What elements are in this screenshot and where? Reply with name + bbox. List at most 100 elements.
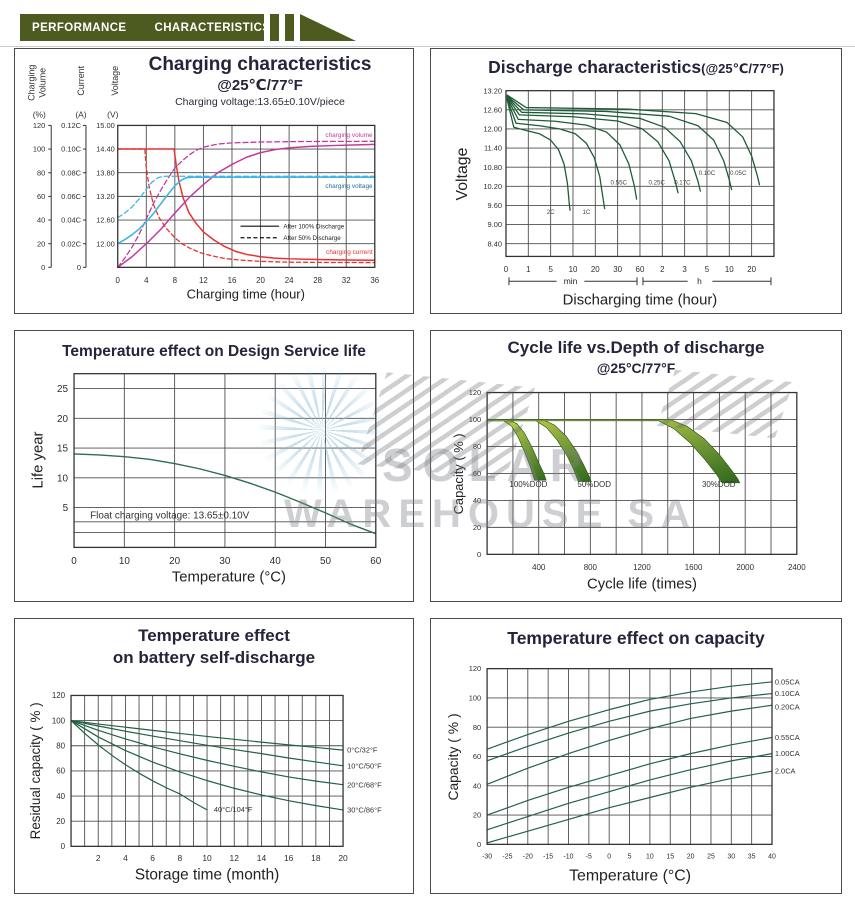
svg-text:0.20CA: 0.20CA <box>775 702 800 711</box>
svg-text:-5: -5 <box>586 854 592 861</box>
svg-text:1200: 1200 <box>633 563 651 572</box>
svg-text:400: 400 <box>532 563 546 572</box>
svg-text:50%DOD: 50%DOD <box>577 480 611 489</box>
banner-triangle <box>300 14 356 41</box>
svg-text:(%): (%) <box>33 109 46 119</box>
svg-text:0.10CA: 0.10CA <box>775 689 800 698</box>
svg-text:0.10C: 0.10C <box>699 170 716 177</box>
svg-text:2C: 2C <box>547 209 555 216</box>
svg-text:40: 40 <box>473 781 481 790</box>
svg-text:80: 80 <box>473 442 481 451</box>
svg-text:60: 60 <box>636 265 645 274</box>
cycle-life-chart: 0 20 40 60 80 100 120 400 800 1200 1600 2000 2400 100… <box>451 388 806 592</box>
svg-text:0.17C: 0.17C <box>674 179 691 186</box>
svg-text:80: 80 <box>473 723 481 732</box>
chart-panel-capacity-vs-temperature: Temperature effect on capacity 0 20 40 60 80… <box>430 618 842 894</box>
svg-text:12.00: 12.00 <box>96 239 115 248</box>
svg-text:50: 50 <box>320 556 332 567</box>
svg-text:0.55C: 0.55C <box>611 179 628 186</box>
svg-text:20: 20 <box>473 523 481 532</box>
svg-text:(V): (V) <box>107 109 118 119</box>
svg-text:2: 2 <box>660 265 664 274</box>
svg-text:Voltage: Voltage <box>454 147 471 200</box>
svg-text:(A): (A) <box>75 109 86 119</box>
svg-text:20: 20 <box>473 811 481 820</box>
svg-text:120: 120 <box>469 388 481 397</box>
chart-panel-cycle-life: Cycle life vs.Depth of discharge @25°C/7… <box>430 330 842 602</box>
svg-text:80: 80 <box>56 742 65 751</box>
svg-text:40: 40 <box>270 556 282 567</box>
svg-text:After 50% Discharge: After 50% Discharge <box>283 235 341 242</box>
svg-text:-25: -25 <box>502 854 512 861</box>
service-life-chart: 5 10 15 20 25 0 10 20 30 40 50 60 Float charging vol… <box>31 373 382 585</box>
svg-text:32: 32 <box>342 276 351 285</box>
svg-text:14.40: 14.40 <box>96 145 115 154</box>
svg-text:0.05C: 0.05C <box>730 170 747 177</box>
svg-text:18: 18 <box>311 853 321 863</box>
svg-text:0: 0 <box>71 556 77 567</box>
svg-text:40: 40 <box>768 854 776 861</box>
discharge-characteristics-chart: 13.20 12.60 12.00 11.40 10.80 10.20 9.60 9.00 8.… <box>454 86 775 308</box>
svg-text:30: 30 <box>613 265 622 274</box>
svg-text:0: 0 <box>61 842 66 851</box>
capacity-vs-temperature-chart: 0 20 40 60 80 100 120 -30 -25 -20 -15 -10 -5 0 5 10 15 20… <box>445 664 800 885</box>
svg-text:Volume: Volume <box>37 68 47 98</box>
svg-text:charging current: charging current <box>326 249 373 256</box>
svg-text:13.20: 13.20 <box>483 86 502 95</box>
header-divider <box>0 46 855 47</box>
banner-stripe-1 <box>270 14 279 41</box>
svg-text:Life year: Life year <box>31 431 47 488</box>
svg-text:1: 1 <box>526 265 531 274</box>
svg-text:-20: -20 <box>523 854 533 861</box>
chart-panel-service-life: Temperature effect on Design Service lif… <box>14 330 414 602</box>
svg-text:20: 20 <box>747 265 756 274</box>
svg-text:Voltage: Voltage <box>110 66 120 96</box>
svg-text:120: 120 <box>469 664 481 673</box>
svg-text:-15: -15 <box>543 854 553 861</box>
svg-text:Capacity ( % ): Capacity ( % ) <box>445 713 461 800</box>
svg-text:15: 15 <box>666 854 674 861</box>
svg-text:0: 0 <box>607 854 611 861</box>
svg-text:-30: -30 <box>482 854 492 861</box>
svg-text:0: 0 <box>477 840 481 849</box>
svg-text:5: 5 <box>548 265 553 274</box>
header-label-characteristics: CHARACTERISTICS <box>154 21 271 34</box>
svg-text:1C: 1C <box>582 209 590 216</box>
svg-text:0.04C: 0.04C <box>61 216 81 225</box>
chart-grid: Charging characteristics @25℃/77°F Charg… <box>14 48 842 894</box>
svg-text:40°C/104°F: 40°C/104°F <box>214 805 253 814</box>
svg-text:0.05CA: 0.05CA <box>775 677 800 686</box>
svg-text:After 100% Discharge: After 100% Discharge <box>283 223 344 230</box>
svg-text:Storage time (month): Storage time (month) <box>135 867 279 884</box>
svg-text:30: 30 <box>219 556 231 567</box>
svg-text:Temperature (°C): Temperature (°C) <box>569 868 691 885</box>
svg-text:0: 0 <box>477 550 481 559</box>
svg-text:25: 25 <box>707 854 715 861</box>
svg-text:0.02C: 0.02C <box>61 239 81 248</box>
svg-text:13.80: 13.80 <box>96 168 115 177</box>
svg-text:5: 5 <box>63 503 69 514</box>
svg-text:0.08C: 0.08C <box>61 168 81 177</box>
svg-text:12: 12 <box>199 276 208 285</box>
svg-text:20: 20 <box>591 265 600 274</box>
svg-text:12.60: 12.60 <box>483 105 502 114</box>
svg-text:60: 60 <box>56 767 65 776</box>
svg-text:20: 20 <box>338 853 348 863</box>
svg-text:10: 10 <box>57 473 69 484</box>
svg-text:9.60: 9.60 <box>488 201 502 210</box>
svg-text:14: 14 <box>257 853 267 863</box>
svg-text:28: 28 <box>313 276 322 285</box>
svg-text:2400: 2400 <box>788 563 806 572</box>
svg-text:10: 10 <box>202 853 212 863</box>
svg-text:40: 40 <box>473 496 481 505</box>
svg-text:8: 8 <box>173 276 178 285</box>
svg-text:0.12C: 0.12C <box>61 121 81 130</box>
svg-text:40: 40 <box>37 216 45 225</box>
svg-text:100: 100 <box>33 145 45 154</box>
svg-text:60: 60 <box>37 192 45 201</box>
svg-text:16: 16 <box>284 853 294 863</box>
header-label-performance: PERFORMANCE <box>32 21 127 34</box>
svg-text:Cycle life (times): Cycle life (times) <box>587 576 697 592</box>
svg-text:0: 0 <box>77 263 81 272</box>
